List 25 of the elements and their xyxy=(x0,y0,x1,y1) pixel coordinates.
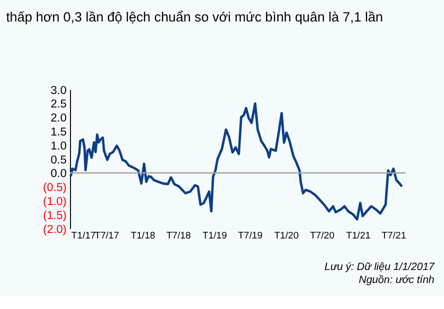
y-tick-label: 0.5 xyxy=(50,154,67,166)
text: Nguồn: ước tính xyxy=(358,274,435,286)
x-tick-label: T1/17 xyxy=(71,230,96,242)
x-tick-label: T1/21 xyxy=(346,230,371,242)
y-tick-label: 2.5 xyxy=(50,98,67,111)
x-tick-label: T7/17 xyxy=(94,230,120,242)
x-tick-label: T1/18 xyxy=(130,230,156,242)
y-tick-label: 1.0 xyxy=(50,140,67,152)
y-tick-label: (1.5) xyxy=(42,210,67,222)
x-tick-label: T7/21 xyxy=(382,230,406,242)
y-tick-label: (2.0) xyxy=(42,224,67,236)
x-tick-label: T7/18 xyxy=(166,230,191,242)
text: Lưu ý: Dữ liệu 1/1/2017 xyxy=(324,260,436,273)
line-series xyxy=(70,102,404,221)
x-tick-label: T7/19 xyxy=(238,230,263,242)
y-tick-label: 3.0 xyxy=(50,84,67,97)
x-tick-label: T1/19 xyxy=(202,230,227,242)
x-tick-label: T1/20 xyxy=(274,230,299,242)
y-tick-label: (1.0) xyxy=(42,196,67,208)
y-tick-label: 2.0 xyxy=(50,112,67,125)
y-tick-label: 0.0 xyxy=(50,168,67,180)
x-tick-label: T7/20 xyxy=(310,230,334,242)
chart-title: thấp hơn 0,3 lần độ lệch chuẩn so với mức bình quân là 7,1 lần xyxy=(6,9,383,24)
y-tick-label: 1.5 xyxy=(50,126,67,139)
y-tick-label: (0.5) xyxy=(42,182,67,194)
